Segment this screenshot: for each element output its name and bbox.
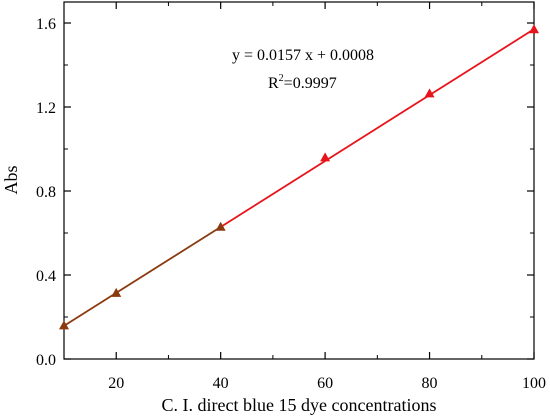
- data-point-marker: [320, 152, 331, 162]
- y-tick-label: 0.4: [36, 268, 56, 285]
- fit-equation: y = 0.0157 x + 0.0008: [232, 47, 374, 64]
- x-tick-label: 20: [108, 375, 124, 392]
- y-axis-title: Abs: [1, 165, 21, 194]
- y-tick-label: 1.2: [36, 100, 56, 117]
- data-point-marker: [529, 24, 539, 34]
- r-squared-label: R2=0.9997: [268, 73, 337, 92]
- y-axis-ticks: 0.0 0.4 0.8 1.2 1.6: [36, 16, 534, 369]
- data-point-marker: [111, 287, 122, 297]
- x-tick-label: 100: [522, 375, 546, 392]
- y-tick-label: 0.0: [36, 352, 56, 369]
- x-tick-label: 80: [422, 375, 438, 392]
- fit-line-group: [63, 28, 535, 327]
- fit-line-segment-low: [63, 226, 222, 327]
- data-point-marker: [59, 320, 69, 330]
- x-axis-title: C. I. direct blue 15 dye concentrations: [162, 395, 437, 415]
- x-tick-label: 40: [213, 375, 229, 392]
- data-point-marker: [215, 221, 226, 231]
- fit-line-segment-high: [220, 28, 535, 228]
- y-tick-label: 0.8: [36, 184, 56, 201]
- plot-frame: [63, 1, 535, 360]
- data-point-marker: [424, 88, 435, 98]
- data-points: [59, 24, 539, 330]
- x-tick-label: 60: [317, 375, 333, 392]
- y-tick-label: 1.6: [36, 16, 56, 33]
- x-axis-ticks: 20 40 60 80 100: [63, 2, 546, 392]
